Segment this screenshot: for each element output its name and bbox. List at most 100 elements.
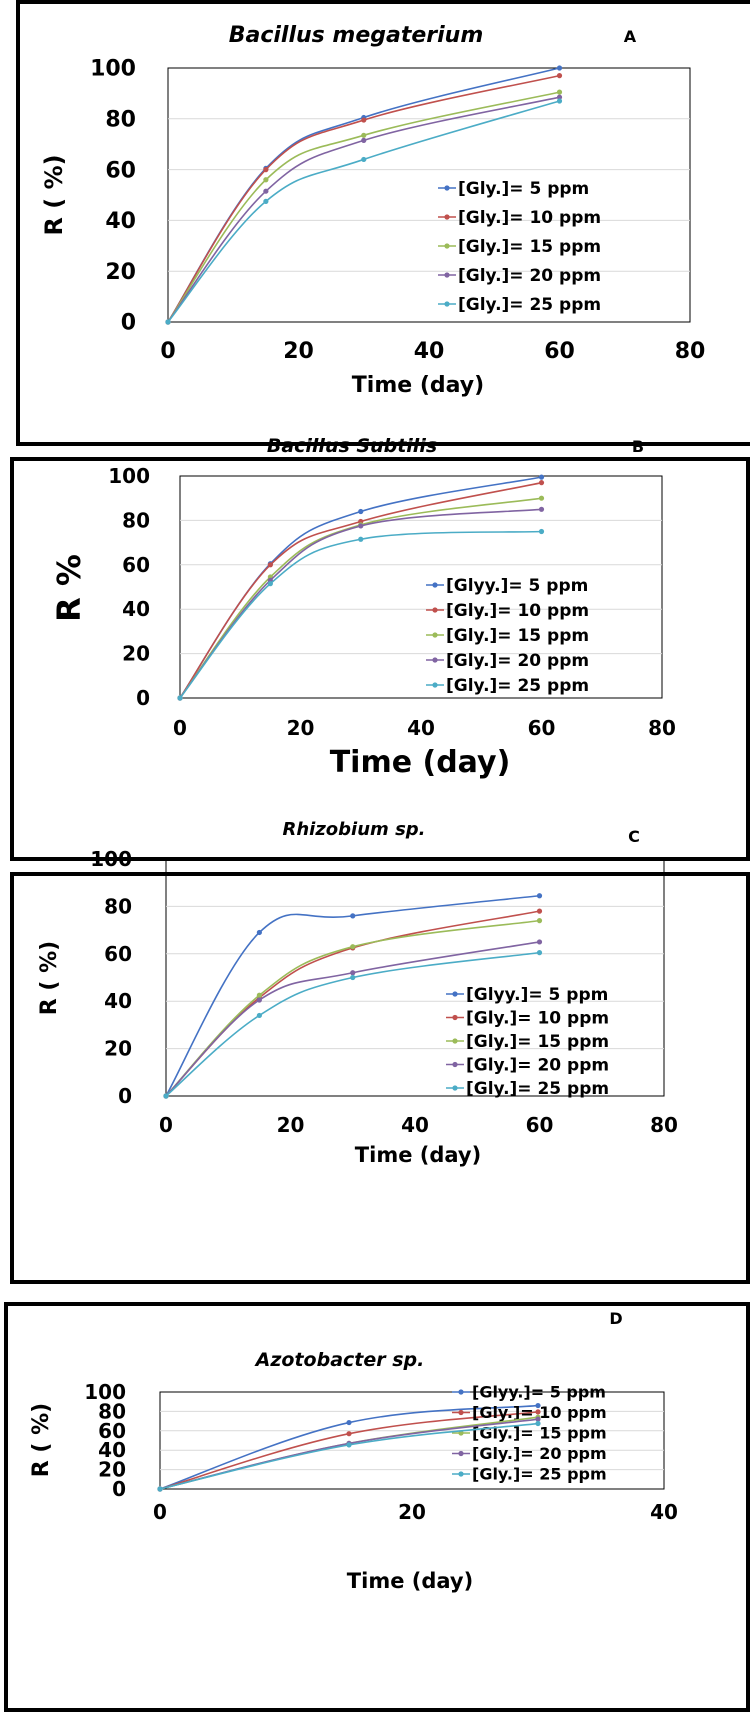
- panel-d-legend-label-4: [Gly.]= 20 ppm: [472, 1444, 607, 1463]
- panel-a-series-2-point: [263, 167, 269, 173]
- panel-d-series-5-point: [535, 1420, 541, 1427]
- panel-a-y-tick-label: 0: [121, 311, 136, 336]
- panel-b-y-tick-label: 80: [122, 508, 150, 532]
- panel-a-y-axis-label: R ( %): [40, 154, 68, 235]
- panel-b-plot-frame: [179, 475, 663, 699]
- panel-c-series-5-point: [163, 1093, 169, 1099]
- panel-c-x-tick-label: 60: [526, 1113, 554, 1137]
- panel-b-y-tick-label: 100: [108, 464, 150, 488]
- panel-a-frame: [16, 0, 750, 446]
- panel-c-series-4-point: [350, 970, 356, 976]
- panel-d-plot-frame: [159, 1391, 665, 1490]
- panel-c-series-1-point: [536, 893, 543, 899]
- panel-d-x-tick-label: 40: [650, 1500, 678, 1524]
- panel-a-series-5-point: [263, 198, 269, 204]
- panel-d-legend-marker-5: [458, 1471, 464, 1477]
- panel-a-y-tick-label: 20: [105, 260, 136, 285]
- panel-c-letter: C: [628, 827, 640, 846]
- panel-b-legend-label-5: [Gly.]= 25 ppm: [446, 676, 589, 696]
- panel-b-series-2-point: [267, 562, 273, 568]
- panel-a-series-line-4: [167, 96, 560, 323]
- panel-a-series-3-point: [556, 89, 563, 95]
- panel-c-legend-marker-4: [452, 1061, 458, 1068]
- panel-a-series-3-point: [263, 177, 269, 183]
- panel-a-series-1-point: [556, 65, 563, 71]
- panel-a-y-tick-label: 40: [105, 209, 136, 234]
- panel-d-series-5-point: [346, 1442, 352, 1448]
- panel-c-series-5-point: [256, 1012, 262, 1019]
- panel-d-y-tick-label: 60: [98, 1419, 126, 1443]
- panel-a-x-axis-label: Time (day): [352, 373, 484, 398]
- panel-d-legend-marker-4: [458, 1450, 464, 1457]
- panel-c-legend-marker-3: [452, 1038, 458, 1044]
- panel-a-series-4-point: [361, 137, 367, 143]
- panel-d-legend-label-2: [Gly.]= 10 ppm: [472, 1403, 607, 1422]
- panel-b-series-2-point: [538, 480, 545, 486]
- panel-d-series-2-point: [346, 1431, 352, 1437]
- panel-b-y-tick-label: 0: [136, 686, 150, 710]
- panel-d-legend-label-5: [Gly.]= 25 ppm: [472, 1465, 607, 1484]
- panel-c-legend-label-3: [Gly.]= 15 ppm: [466, 1032, 609, 1052]
- panel-b-series-5-point: [267, 581, 273, 587]
- panel-c-y-tick-label: 20: [104, 1037, 132, 1061]
- panel-a-legend-label-5: [Gly.]= 25 ppm: [458, 295, 601, 315]
- panel-a-x-tick-label: 60: [544, 339, 575, 364]
- panel-b-series-line-3: [179, 497, 542, 699]
- panel-c-legend-label-5: [Gly.]= 25 ppm: [466, 1079, 609, 1099]
- panel-b-series-line-5: [179, 530, 542, 699]
- panel-c-legend-marker-5: [452, 1085, 458, 1091]
- panel-d-legend-marker-1: [458, 1389, 464, 1395]
- panel-a-legend-marker-3: [444, 243, 450, 249]
- panel-c-y-axis-label: R ( %): [37, 941, 62, 1015]
- panel-b-x-tick-label: 40: [407, 716, 435, 740]
- panel-d-x-tick-label: 20: [398, 1500, 426, 1524]
- panel-a-x-tick-label: 40: [414, 339, 445, 364]
- panel-c-legend-label-4: [Gly.]= 20 ppm: [466, 1055, 609, 1075]
- panel-c-y-tick-label: 60: [104, 942, 132, 966]
- panel-d-y-tick-label: 0: [112, 1477, 126, 1501]
- panel-c-series-1-point: [350, 913, 356, 919]
- panel-a-series-5-point: [361, 156, 367, 163]
- panel-a-letter: A: [624, 27, 637, 46]
- panel-d-series-5-point: [157, 1486, 163, 1492]
- panel-d-series-1-point: [535, 1402, 541, 1409]
- panel-b-series-5-point: [358, 536, 364, 542]
- panel-c-series-line-1: [165, 894, 540, 1097]
- panel-c-x-tick-label: 80: [650, 1113, 678, 1137]
- panel-d-y-tick-label: 20: [98, 1458, 126, 1482]
- panel-c-y-tick-label: 100: [90, 847, 132, 871]
- panel-a-x-tick-label: 0: [160, 339, 175, 364]
- panel-d-x-tick-label: 0: [153, 1500, 167, 1524]
- panel-a-series-5-point: [165, 319, 171, 325]
- panel-c-y-tick-label: 40: [104, 989, 132, 1013]
- panel-b-x-tick-label: 0: [173, 716, 187, 740]
- panel-c-title: Rhizobium sp.: [282, 819, 425, 840]
- panel-b-series-5-point: [538, 528, 545, 535]
- panel-b-y-axis-label: R %: [50, 554, 88, 622]
- panel-b-legend-marker-4: [432, 657, 438, 663]
- panel-b-legend-marker-1: [432, 582, 438, 588]
- panel-d-title: Azotobacter sp.: [254, 1349, 425, 1371]
- panel-b-x-axis-label: Time (day): [330, 745, 511, 780]
- panel-d-y-axis-label: R ( %): [29, 1403, 54, 1477]
- panel-b-legend-label-3: [Gly.]= 15 ppm: [446, 626, 589, 646]
- panel-a-legend-marker-2: [444, 214, 450, 220]
- panel-a-series-4-point: [263, 188, 269, 194]
- panel-b-y-tick-label: 20: [122, 642, 150, 666]
- panel-b-frame: [10, 457, 750, 861]
- panel-a-y-tick-label: 100: [90, 57, 136, 82]
- panel-b-legend-marker-2: [432, 607, 438, 613]
- panel-b-series-3-point: [538, 495, 545, 501]
- panel-b-x-tick-label: 20: [287, 716, 315, 740]
- panel-b-y-tick-label: 40: [122, 597, 150, 621]
- panel-a-series-line-3: [167, 91, 560, 323]
- panel-a-plot-frame: [167, 67, 691, 323]
- panel-a-y-tick-label: 60: [105, 158, 136, 183]
- panel-b-y-tick-label: 60: [122, 553, 150, 577]
- panel-a-legend-marker-1: [444, 185, 450, 191]
- panel-c-series-5-point: [536, 950, 543, 956]
- panel-a-series-3-point: [361, 132, 367, 138]
- panel-b-series-4-point: [358, 523, 364, 529]
- panel-b-series-4-point: [538, 506, 545, 512]
